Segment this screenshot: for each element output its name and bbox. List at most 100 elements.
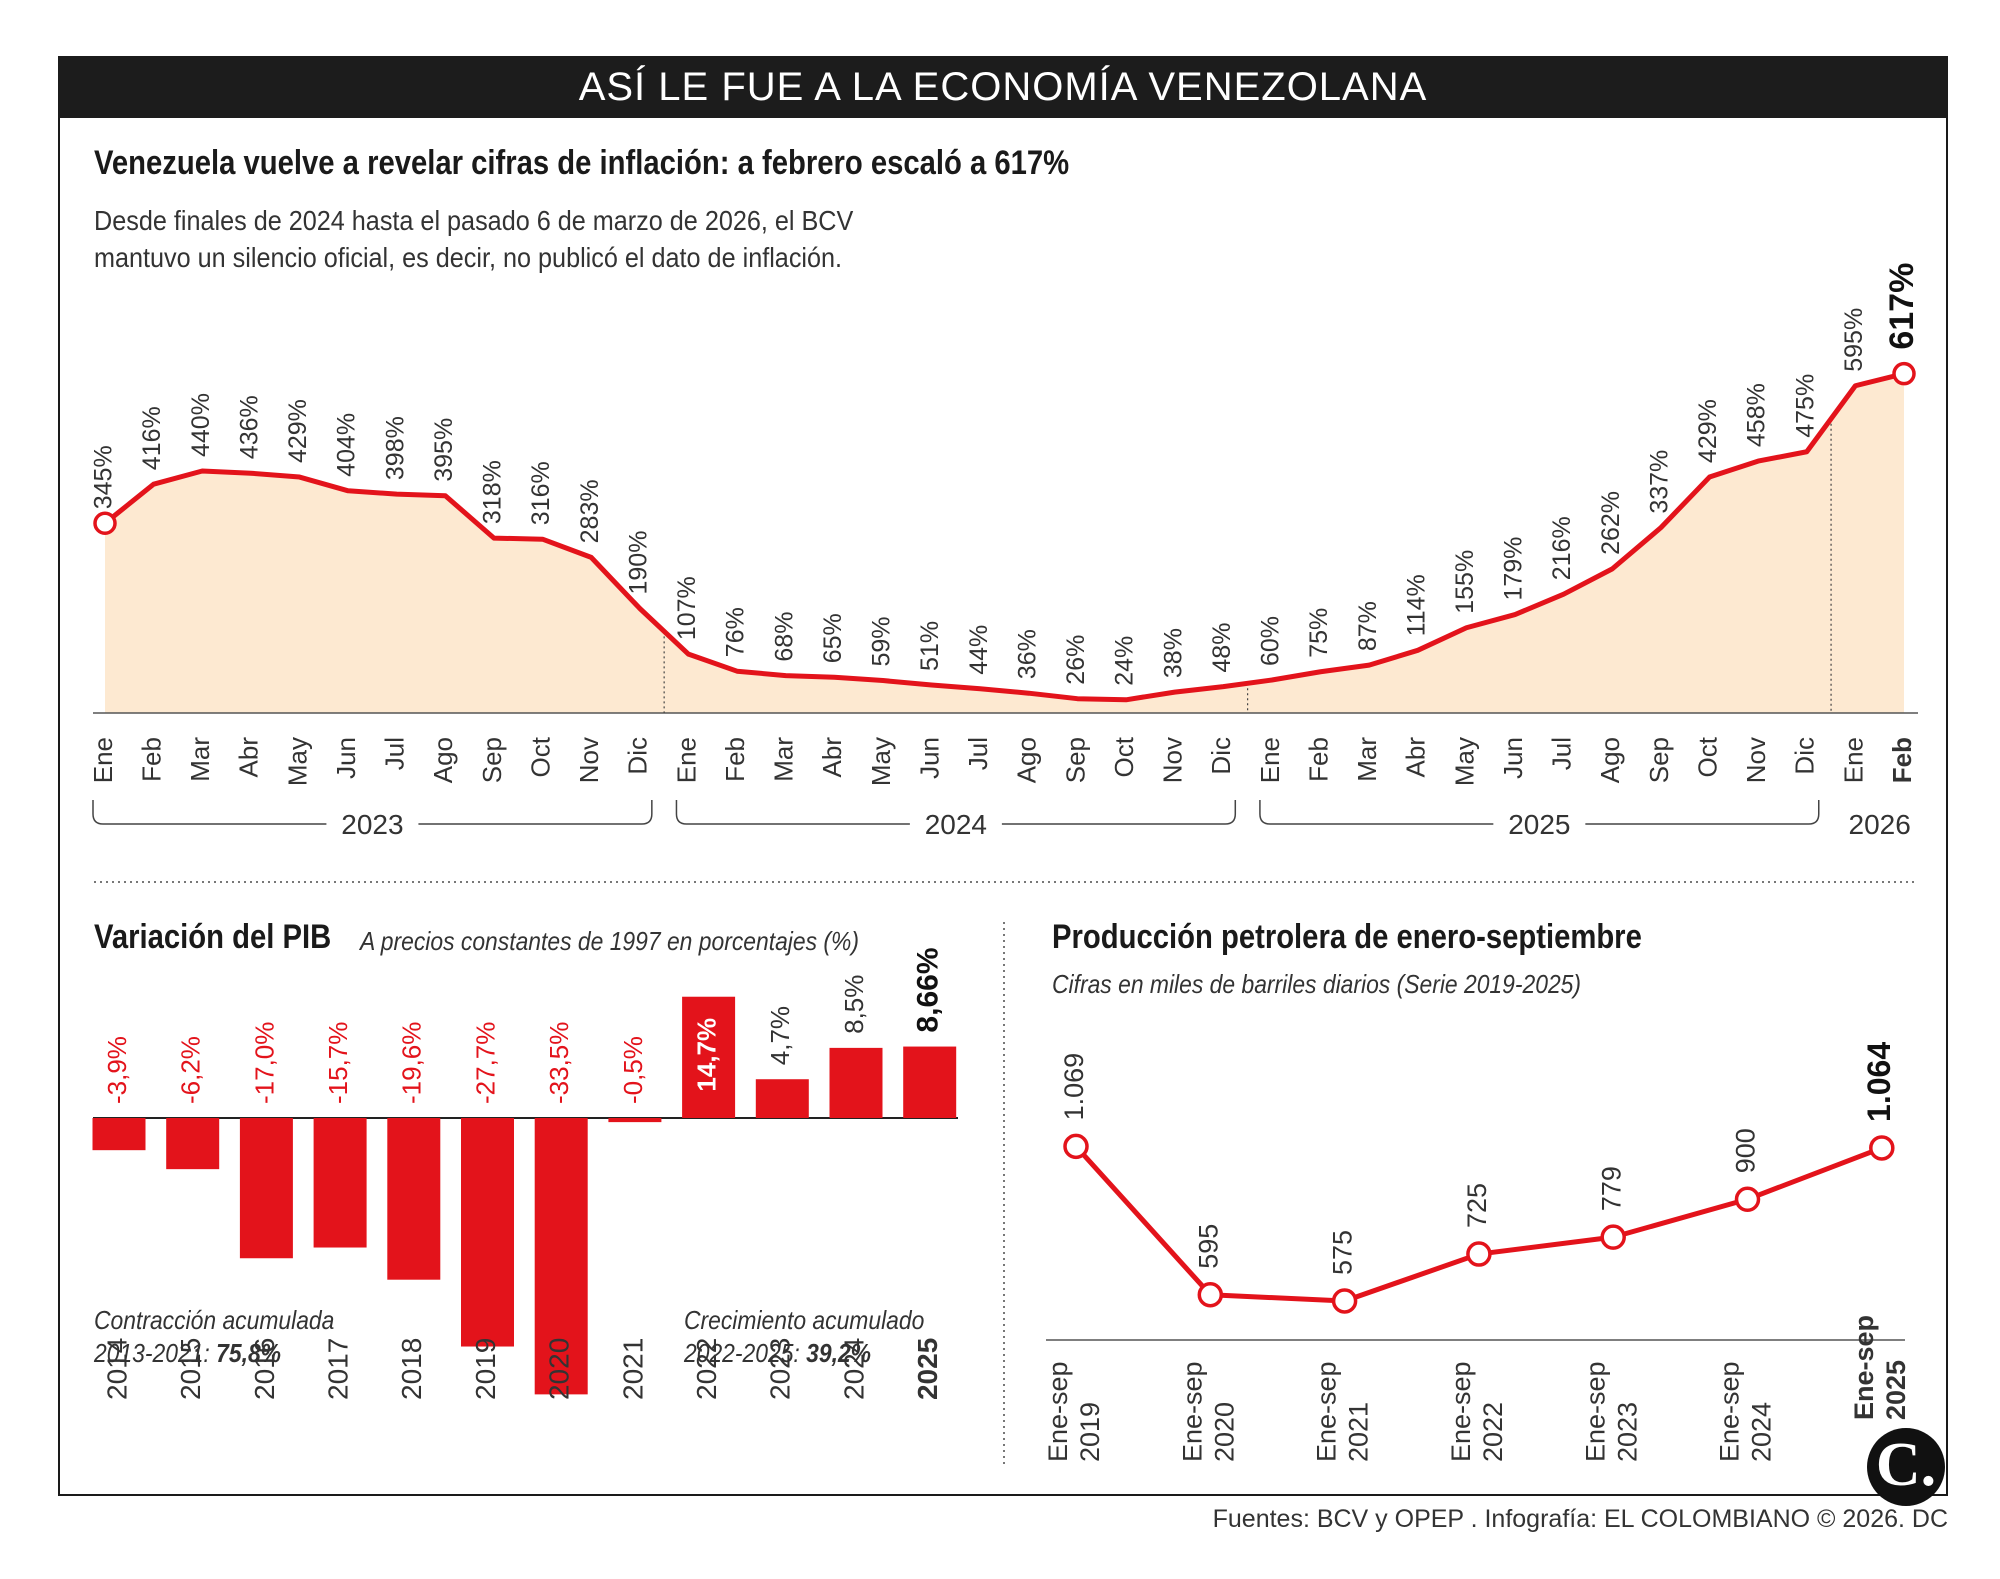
logo-letter: C.: [1875, 1431, 1937, 1499]
gdp-year-label: 2022: [691, 1338, 722, 1400]
inflation-data-label: 114%: [1402, 574, 1430, 636]
inflation-data-label: 262%: [1597, 491, 1625, 555]
gdp-bar: [166, 1118, 220, 1170]
inflation-data-label: 87%: [1354, 601, 1382, 651]
inflation-month-label: Ene: [671, 737, 701, 783]
inflation-month-label: Dic: [623, 737, 653, 775]
inflation-data-label: 416%: [138, 406, 166, 470]
inflation-data-label: 318%: [479, 460, 507, 524]
inflation-area: [105, 373, 1904, 713]
inflation-data-label: 395%: [430, 418, 458, 482]
el-colombiano-logo: C.: [1867, 1428, 1945, 1506]
year-label-bg: [326, 812, 419, 838]
gdp-data-label: 14,7%: [691, 1018, 721, 1092]
gdp-note-contraction-value: 75,8%: [216, 1338, 282, 1368]
oil-data-label: 779: [1596, 1166, 1626, 1211]
inflation-data-label: 475%: [1791, 374, 1819, 438]
inflation-data-label: 404%: [333, 413, 361, 477]
inflation-month-label: Ene: [88, 737, 118, 783]
inflation-month-label: Sep: [1060, 737, 1090, 783]
gdp-note-growth-value: 39,2%: [806, 1338, 872, 1368]
inflation-data-label: 44%: [965, 625, 993, 675]
gdp-data-label: -19,6%: [397, 1022, 427, 1104]
inflation-month-label: Jul: [1547, 737, 1577, 770]
inflation-chart: 345% 416% 440% 436% 429% 404% 398% 395% 318% 316%…: [88, 263, 1921, 840]
gdp-bar: [608, 1118, 662, 1123]
inflation-data-label: 48%: [1208, 623, 1236, 673]
oil-category-label: Ene-sep: [1715, 1361, 1745, 1462]
gdp-bar: [387, 1118, 441, 1280]
oil-data-label: 1.069: [1059, 1053, 1089, 1121]
oil-point: [1734, 1186, 1761, 1213]
oil-point: [1466, 1241, 1492, 1267]
inflation-point-last: [1892, 361, 1916, 386]
inflation-month-label: Nov: [574, 737, 604, 783]
gdp-bar: [461, 1118, 514, 1347]
inflation-point-first: [93, 511, 117, 535]
gdp-note-growth-period: 2022-2025:: [684, 1338, 807, 1368]
inflation-month-label: Abr: [234, 737, 264, 778]
inflation-data-label: 595%: [1840, 308, 1868, 372]
inflation-month-label: May: [1449, 737, 1479, 786]
gdp-year-label: 2024: [838, 1338, 869, 1400]
year-label-bg: [1493, 812, 1586, 838]
inflation-month-label: Ene: [1838, 737, 1868, 783]
inflation-month-label: Dic: [1790, 737, 1820, 775]
oil-data-label: 725: [1462, 1183, 1492, 1228]
gdp-year-label: 2018: [396, 1338, 427, 1400]
gdp-bar: [682, 996, 736, 1118]
gdp-year-label: 2019: [470, 1338, 501, 1400]
inflation-month-label: Abr: [817, 737, 847, 778]
inflation-month-label: Ene: [1255, 737, 1285, 783]
inflation-month-label: Jul: [380, 737, 410, 770]
gdp-bar: [755, 1079, 809, 1118]
oil-point: [1869, 1135, 1895, 1161]
gdp-title: Variación del PIB: [94, 918, 332, 956]
inflation-month-label: Abr: [1401, 737, 1431, 778]
inflation-data-label: 283%: [576, 479, 604, 543]
year-label: 2023: [341, 809, 403, 840]
inflation-data-label: 51%: [916, 621, 944, 671]
inflation-series-line: [103, 371, 1905, 703]
inflation-month-label: Jun: [914, 737, 944, 779]
inflation-month-label: Ago: [1595, 737, 1625, 783]
gdp-year-label: 2016: [249, 1338, 280, 1400]
gdp-data-label: 8,5%: [839, 975, 869, 1034]
gdp-data-label: -33,5%: [544, 1022, 574, 1104]
inflation-month-label: Ago: [1012, 737, 1042, 783]
inflation-data-label: 65%: [819, 613, 847, 663]
gdp-year-label: 2017: [322, 1338, 353, 1400]
inflation-month-label: Jul: [963, 737, 993, 770]
gdp-data-label: -17,0%: [249, 1022, 279, 1104]
gdp-note-contraction-line2: 2013-2021: 75,8%: [94, 1337, 334, 1370]
gdp-data-label: -27,7%: [470, 1022, 500, 1104]
banner-title: ASÍ LE FUE A LA ECONOMÍA VENEZOLANA: [58, 56, 1948, 118]
oil-category-year: 2023: [1612, 1402, 1642, 1462]
oil-category-label: Ene-sep: [1043, 1361, 1073, 1462]
inflation-data-label: 398%: [381, 416, 409, 480]
inflation-month-label: Mar: [769, 737, 799, 782]
oil-point: [1063, 1133, 1089, 1160]
inflation-data-label: 24%: [1111, 636, 1139, 686]
gdp-data-label: 8,66%: [912, 947, 945, 1032]
inflation-data-label: 436%: [235, 395, 263, 459]
oil-title: Producción petrolera de enero-septiembre: [1052, 918, 1642, 956]
gdp-bar: [829, 1047, 883, 1118]
inflation-month-label: Jun: [331, 737, 361, 779]
inflation-data-label: 458%: [1743, 383, 1771, 447]
oil-category-label: Ene-sep: [1849, 1315, 1879, 1420]
inflation-month-label: Mar: [1352, 737, 1382, 782]
inflation-month-label: Nov: [1158, 737, 1188, 783]
inflation-data-label: 68%: [770, 612, 798, 662]
inflation-data-label: 216%: [1548, 516, 1576, 580]
inflation-data-label: 429%: [1694, 399, 1722, 463]
oil-category-label: Ene-sep: [1177, 1361, 1207, 1462]
inflation-data-label: 190%: [624, 531, 652, 595]
gdp-note-growth-line1: Crecimiento acumulado: [684, 1305, 925, 1335]
inflation-data-label: 316%: [527, 461, 555, 525]
inflation-data-label: 440%: [187, 393, 215, 457]
oil-category-label: Ene-sep: [1312, 1361, 1342, 1462]
inflation-data-label: 38%: [1159, 628, 1187, 678]
